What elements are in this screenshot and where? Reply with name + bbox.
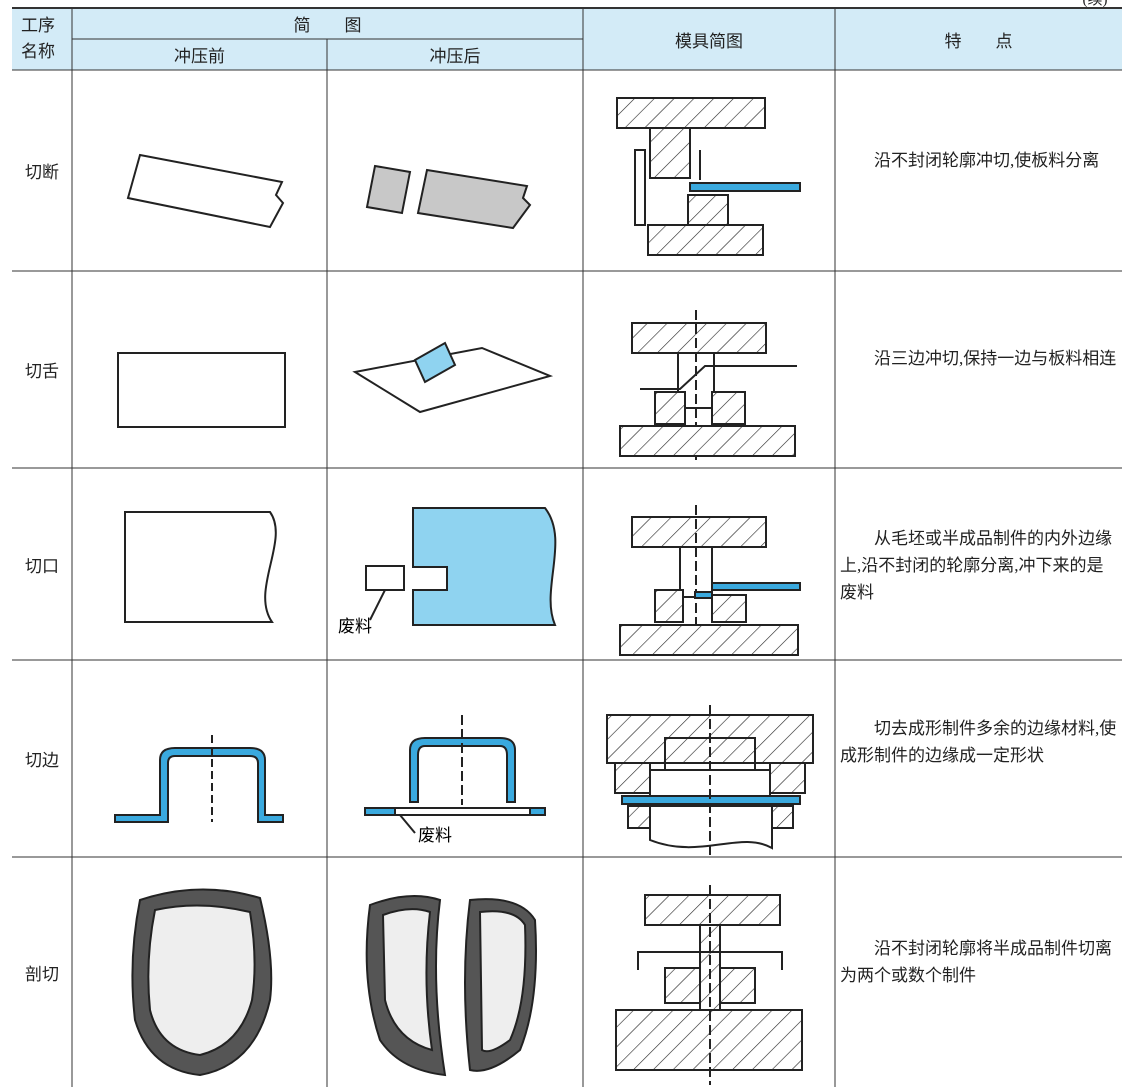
corner-note: (续) (1070, 0, 1120, 8)
header-cell: 简 图 (293, 16, 362, 35)
features-text: 沿不封闭轮廓将半成品制件切离为两个或数个制件 (840, 939, 1112, 985)
features-text: 从毛坯或半成品制件的内外边缘上,沿不封闭的轮廓分离,冲下来的是废料 (840, 529, 1112, 602)
grid (12, 7, 1122, 1087)
header-cell: 特 点 (944, 31, 1013, 51)
header-cell: 工序名称 (21, 16, 55, 61)
header-cell: 模具简图 (675, 31, 743, 51)
scrap-label: 废料 (418, 826, 452, 845)
scrap-label: 废料 (338, 617, 372, 636)
process-name: 切口 (25, 556, 59, 576)
process-name: 切边 (25, 751, 59, 770)
header-cell: 冲压后 (429, 47, 481, 66)
features-text: 切去成形制件多余的边缘材料,使成形制件的边缘成一定形状 (840, 719, 1117, 765)
process-name: 剖切 (25, 964, 59, 984)
process-name: 切断 (25, 163, 59, 182)
features-text: 沿三边冲切,保持一边与板料相连 (874, 349, 1117, 368)
features-text: 沿不封闭轮廓冲切,使板料分离 (874, 151, 1100, 170)
sketches (114, 97, 814, 1085)
process-name: 切舌 (25, 362, 59, 381)
header-cell: 冲压前 (174, 47, 225, 66)
